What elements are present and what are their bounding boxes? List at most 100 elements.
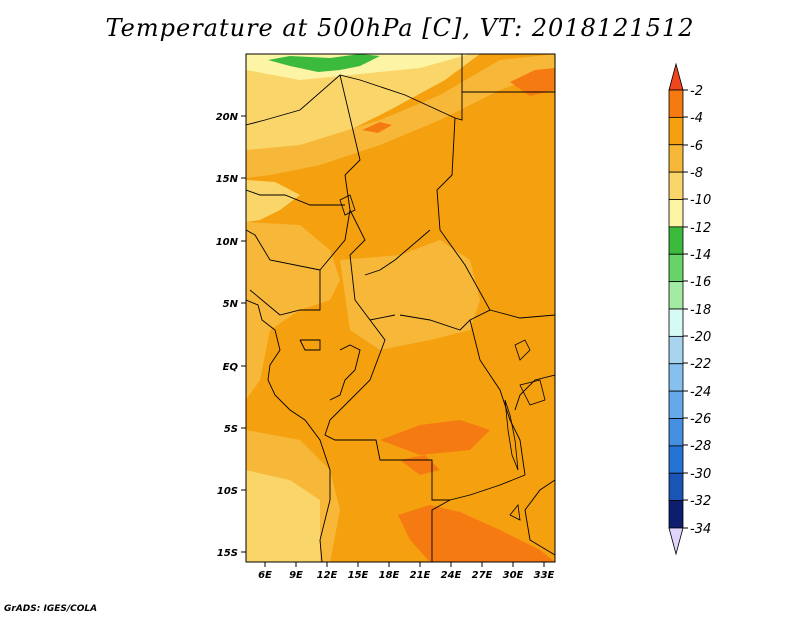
temperature-field — [246, 54, 555, 562]
colorbar-tick: -12 — [683, 221, 711, 236]
colorbar-tick: -30 — [683, 467, 711, 482]
lat-tick: 15N — [216, 174, 246, 185]
field-region-10b — [246, 180, 300, 222]
colorbar-tick: -2 — [683, 84, 703, 99]
lon-tick: 6E — [258, 562, 272, 581]
latitude-axis: 20N 15N 10N 5N EQ 5S 10S 15S — [216, 112, 246, 559]
colorbar-tick: -26 — [683, 412, 711, 427]
lon-label-21e: 21E — [410, 570, 431, 581]
field-region-8b — [246, 222, 340, 400]
lat-label-20n: 20N — [216, 112, 239, 123]
lakes — [339, 194, 546, 521]
lon-tick: 24E — [441, 562, 462, 581]
colorbar-label: -12 — [690, 221, 711, 236]
colorbar-box — [668, 363, 684, 392]
field-region-10c — [246, 470, 330, 562]
colorbar-label: -18 — [690, 303, 711, 318]
lon-label-6e: 6E — [258, 570, 272, 581]
colorbar-box — [668, 226, 684, 255]
colorbar-box — [668, 500, 684, 529]
colorbar-box — [668, 390, 684, 419]
lat-tick: 10S — [217, 486, 246, 497]
colorbar-tick: -8 — [683, 166, 703, 181]
colorbar-tick: -28 — [683, 439, 711, 454]
field-region-4d — [398, 505, 555, 562]
colorbar-label: -14 — [690, 248, 711, 263]
country-borders — [246, 54, 555, 562]
colorbar-box — [668, 445, 684, 474]
colorbar-label: -30 — [690, 467, 711, 482]
field-region-14 — [268, 54, 380, 72]
colorbar-under-arrow — [668, 527, 684, 556]
lat-label-15n: 15N — [216, 174, 239, 185]
lon-label-33e: 33E — [534, 570, 555, 581]
credit-text: GrADS: IGES/COLA — [4, 604, 98, 614]
colorbar-box — [668, 199, 684, 228]
lat-tick: EQ — [223, 362, 246, 373]
lon-tick: 15E — [348, 562, 369, 581]
map-title: Temperature at 500hPa [C], VT: 201812151… — [105, 14, 695, 42]
lat-tick: 10N — [216, 237, 246, 248]
colorbar-label: -10 — [690, 193, 711, 208]
colorbar-label: -6 — [690, 139, 703, 154]
colorbar-tick: -4 — [683, 111, 703, 126]
colorbar-label: -22 — [690, 357, 711, 372]
colorbar-box — [668, 144, 684, 173]
colorbar-label: -26 — [690, 412, 711, 427]
lon-label-12e: 12E — [317, 570, 338, 581]
lon-label-24e: 24E — [441, 570, 462, 581]
colorbar-box — [668, 171, 684, 200]
colorbar-label: -32 — [690, 494, 711, 509]
map-frame — [245, 53, 556, 563]
colorbar-tick: -14 — [683, 248, 711, 263]
lon-tick: 12E — [317, 562, 338, 581]
lat-label-15s: 15S — [217, 548, 238, 559]
lon-label-18e: 18E — [379, 570, 400, 581]
lon-label-9e: 9E — [289, 570, 303, 581]
colorbar-box — [668, 281, 684, 310]
lon-tick: 18E — [379, 562, 400, 581]
lat-label-5n: 5N — [223, 299, 239, 310]
lat-label-eq: EQ — [223, 362, 239, 373]
field-region-10a — [246, 54, 480, 160]
colorbar-label: -4 — [690, 111, 703, 126]
colorbar-tick: -16 — [683, 275, 711, 290]
colorbar-box — [668, 89, 684, 118]
lat-tick: 5N — [223, 299, 246, 310]
colorbar-label: -16 — [690, 275, 711, 290]
colorbar-tick: -10 — [683, 193, 711, 208]
colorbar-box — [668, 418, 684, 447]
colorbar-box — [668, 253, 684, 283]
colorbar-box — [668, 116, 684, 146]
colorbar-tick: -18 — [683, 303, 711, 318]
colorbar-tick: -24 — [683, 385, 711, 400]
colorbar-label: -34 — [690, 522, 711, 537]
lon-tick: 9E — [289, 562, 303, 581]
lat-tick: 5S — [224, 424, 246, 435]
colorbar-label: -2 — [690, 84, 703, 99]
field-region-8c — [340, 240, 480, 350]
colorbar-box — [668, 335, 684, 365]
lon-tick: 33E — [534, 562, 555, 581]
colorbar-label: -8 — [690, 166, 703, 181]
field-region-4c — [380, 420, 490, 455]
colorbar-box — [668, 472, 684, 502]
colorbar-box — [668, 308, 684, 337]
lon-label-15e: 15E — [348, 570, 369, 581]
colorbar-tick: -6 — [683, 139, 703, 154]
colorbar-label: -28 — [690, 439, 711, 454]
colorbar-tick: -22 — [683, 357, 711, 372]
lon-tick: 27E — [472, 562, 493, 581]
colorbar-over-arrow — [668, 62, 684, 91]
colorbar-tick: -32 — [683, 494, 711, 509]
field-region-4a — [510, 68, 555, 96]
lat-tick: 20N — [216, 112, 246, 123]
lat-label-5s: 5S — [224, 424, 238, 435]
field-region-8a — [246, 54, 555, 178]
field-region-8d — [246, 430, 340, 562]
lon-label-27e: 27E — [472, 570, 493, 581]
lat-tick: 15S — [217, 548, 246, 559]
lat-label-10n: 10N — [216, 237, 239, 248]
lat-label-10s: 10S — [217, 486, 238, 497]
